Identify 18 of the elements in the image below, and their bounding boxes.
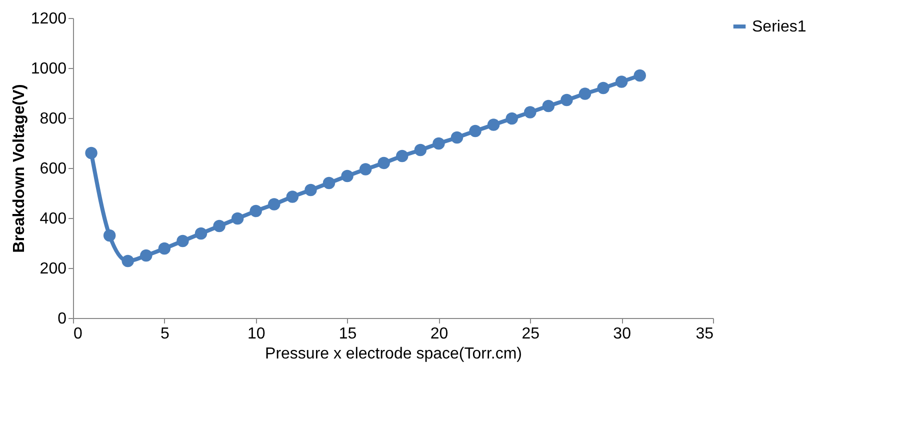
x-tick-label: 30: [613, 326, 632, 342]
y-tick-label: 800: [40, 110, 67, 128]
x-tick-label: 5: [160, 326, 170, 342]
y-tick-label: 200: [40, 260, 67, 278]
y-axis-title: Breakdown Voltage(V): [10, 84, 28, 253]
y-tick-label: 1200: [30, 10, 67, 28]
y-tick-label: 0: [58, 310, 67, 328]
y-tick-label: 1000: [30, 60, 67, 78]
x-tick-label: 15: [338, 326, 357, 342]
y-tick-label: 400: [40, 210, 67, 228]
x-tick-label: 0: [74, 326, 82, 342]
x-tick-label: 25: [522, 326, 540, 342]
x-tick-label: 35: [696, 326, 714, 342]
legend-label: Series1: [752, 18, 806, 36]
x-axis-title: Pressure x electrode space(Torr.cm): [265, 346, 522, 362]
x-tick-label: 20: [430, 326, 448, 342]
x-tick-label: 10: [247, 326, 266, 342]
y-tick-label: 600: [40, 160, 67, 178]
